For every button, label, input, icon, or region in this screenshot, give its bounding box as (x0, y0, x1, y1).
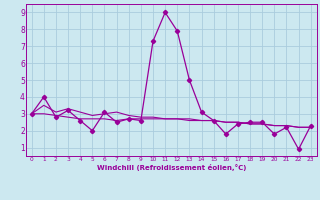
X-axis label: Windchill (Refroidissement éolien,°C): Windchill (Refroidissement éolien,°C) (97, 164, 246, 171)
